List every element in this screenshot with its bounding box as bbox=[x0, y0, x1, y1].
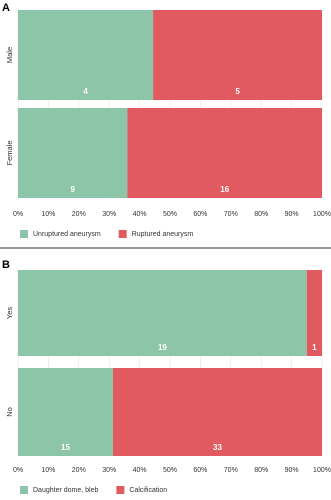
x-tick-label: 50% bbox=[163, 211, 177, 218]
x-tick-label: 0% bbox=[13, 211, 23, 218]
legend-label: Calcification bbox=[129, 487, 167, 494]
data-label: 9 bbox=[70, 185, 75, 194]
category-label: Female bbox=[5, 140, 14, 165]
legend-label: Daughter dome, bleb bbox=[33, 487, 98, 494]
data-label: 1 bbox=[312, 343, 317, 352]
data-label: 15 bbox=[61, 443, 70, 452]
x-tick-label: 80% bbox=[254, 211, 268, 218]
x-tick-label: 70% bbox=[224, 467, 238, 474]
bar-segment bbox=[127, 108, 322, 198]
x-tick-label: 40% bbox=[133, 467, 147, 474]
data-label: 4 bbox=[83, 87, 88, 96]
data-label: 5 bbox=[235, 87, 240, 96]
legend-label: Ruptured aneurysm bbox=[132, 231, 194, 238]
bar-segment bbox=[153, 10, 322, 100]
bar-segment bbox=[18, 108, 128, 198]
bar-segment bbox=[306, 270, 322, 356]
x-tick-label: 60% bbox=[193, 211, 207, 218]
x-tick-label: 10% bbox=[41, 467, 55, 474]
x-tick-label: 80% bbox=[254, 467, 268, 474]
legend-swatch bbox=[118, 230, 127, 238]
data-label: 33 bbox=[213, 443, 222, 452]
x-tick-label: 100% bbox=[313, 211, 331, 218]
x-tick-label: 0% bbox=[13, 467, 23, 474]
legend-label: Unruptured aneurysm bbox=[33, 231, 101, 238]
x-tick-label: 90% bbox=[285, 211, 299, 218]
panel-label: B bbox=[2, 259, 10, 271]
x-tick-label: 100% bbox=[313, 467, 331, 474]
bar-segment bbox=[113, 368, 322, 456]
x-tick-label: 70% bbox=[224, 211, 238, 218]
legend-swatch bbox=[116, 486, 125, 494]
category-label: No bbox=[5, 407, 14, 417]
data-label: 19 bbox=[158, 343, 167, 352]
x-tick-label: 30% bbox=[102, 211, 116, 218]
x-tick-label: 60% bbox=[193, 467, 207, 474]
bar-segment bbox=[18, 270, 307, 356]
bar-segment bbox=[18, 368, 113, 456]
category-label: Yes bbox=[5, 307, 14, 319]
x-tick-label: 20% bbox=[72, 467, 86, 474]
x-tick-label: 30% bbox=[102, 467, 116, 474]
category-label: Male bbox=[5, 47, 14, 63]
x-tick-label: 20% bbox=[72, 211, 86, 218]
x-tick-label: 10% bbox=[41, 211, 55, 218]
legend-swatch bbox=[20, 230, 28, 238]
x-tick-label: 50% bbox=[163, 467, 177, 474]
x-tick-label: 90% bbox=[285, 467, 299, 474]
x-tick-label: 40% bbox=[133, 211, 147, 218]
legend-swatch bbox=[20, 486, 28, 494]
data-label: 16 bbox=[220, 185, 229, 194]
panel-label: A bbox=[2, 2, 10, 14]
bar-segment bbox=[18, 10, 154, 100]
